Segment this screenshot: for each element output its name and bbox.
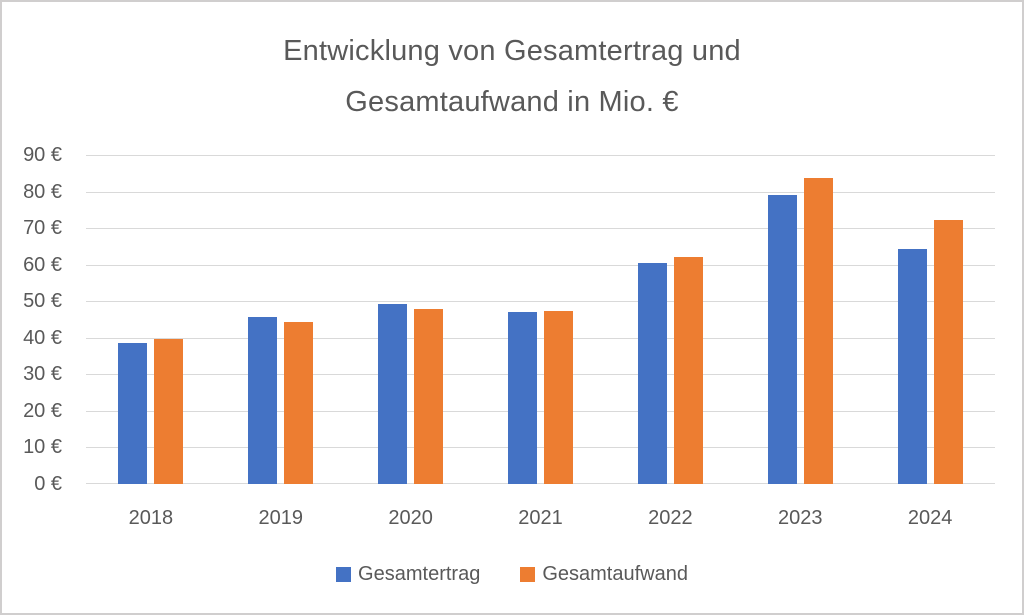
gridline: [86, 155, 995, 156]
bar-group-2021: [476, 155, 606, 484]
x-tick-label: 2021: [518, 507, 563, 529]
y-tick-label: 40 €: [23, 326, 62, 349]
y-tick-label: 0 €: [34, 473, 62, 495]
chart-title-line2: Gesamtaufwand in Mio. €: [345, 86, 679, 118]
bar-gesamtaufwand-2023: [803, 178, 833, 484]
bar-gesamtaufwand-2022: [673, 257, 703, 484]
y-tick-label: 50 €: [23, 290, 62, 313]
bar-group-2023: [735, 155, 865, 484]
bar-group-2018: [86, 155, 216, 484]
gridline: [86, 228, 995, 230]
gridline: [86, 483, 995, 484]
gridline: [86, 374, 995, 376]
legend-swatch-icon: [520, 567, 536, 582]
bar-gesamtaufwand-2019: [284, 322, 314, 484]
legend-item-gesamtertrag: Gesamtertrag: [336, 563, 480, 586]
bar-gesamtertrag-2023: [767, 195, 797, 484]
legend-item-gesamtaufwand: Gesamtaufwand: [520, 563, 688, 586]
y-tick-label: 60 €: [23, 253, 62, 276]
y-tick-label: 90 €: [23, 144, 62, 166]
legend: Gesamtertrag Gesamtaufwand: [2, 563, 1022, 586]
bar-gesamtertrag-2019: [248, 316, 278, 484]
x-tick-label: 2019: [258, 507, 304, 529]
bar-gesamtertrag-2018: [118, 343, 148, 484]
bar-group-2024: [865, 155, 995, 484]
x-tick-label: 2024: [907, 507, 953, 529]
y-tick-label: 70 €: [23, 217, 62, 240]
plot-area: [86, 155, 995, 484]
y-tick-label: 80 €: [23, 180, 62, 203]
x-tick-label: 2020: [388, 507, 433, 529]
gridline: [86, 447, 995, 449]
bar-gesamtaufwand-2018: [154, 338, 184, 484]
bar-gesamtertrag-2022: [637, 263, 667, 484]
gridline: [86, 301, 995, 303]
bar-group-2020: [346, 155, 476, 484]
x-tick-label: 2022: [648, 507, 693, 529]
legend-label: Gesamtertrag: [358, 563, 481, 585]
bar-gesamtaufwand-2024: [933, 219, 963, 484]
bar-groups: [86, 155, 995, 484]
y-tick-label: 10 €: [23, 436, 62, 459]
bar-gesamtertrag-2020: [378, 303, 408, 484]
legend-swatch-icon: [336, 567, 352, 582]
x-axis: 2018 2019 2020 2021 2022 2023 2024: [86, 505, 995, 531]
bar-gesamtaufwand-2020: [414, 308, 444, 484]
y-tick-label: 30 €: [23, 363, 62, 386]
bar-gesamtertrag-2024: [897, 248, 927, 484]
chart-title: Entwicklung von Gesamtertrag und Gesamta…: [2, 26, 1022, 128]
bar-group-2019: [216, 155, 346, 484]
x-tick-label: 2018: [128, 507, 174, 529]
gridline: [86, 191, 995, 193]
chart-title-line1: Entwicklung von Gesamtertrag und: [283, 35, 741, 67]
gridline: [86, 410, 995, 412]
gridline: [86, 264, 995, 266]
y-tick-label: 20 €: [23, 399, 62, 422]
bar-gesamtertrag-2021: [508, 312, 537, 484]
x-tick-label: 2023: [777, 507, 823, 529]
bar-gesamtaufwand-2021: [544, 311, 573, 484]
gridline: [86, 337, 995, 339]
bar-group-2022: [605, 155, 735, 484]
legend-label: Gesamtaufwand: [542, 563, 688, 585]
y-axis: 90 € 80 € 70 € 60 € 50 € 40 € 30 € 20 € 10 € 0 €: [2, 144, 64, 495]
